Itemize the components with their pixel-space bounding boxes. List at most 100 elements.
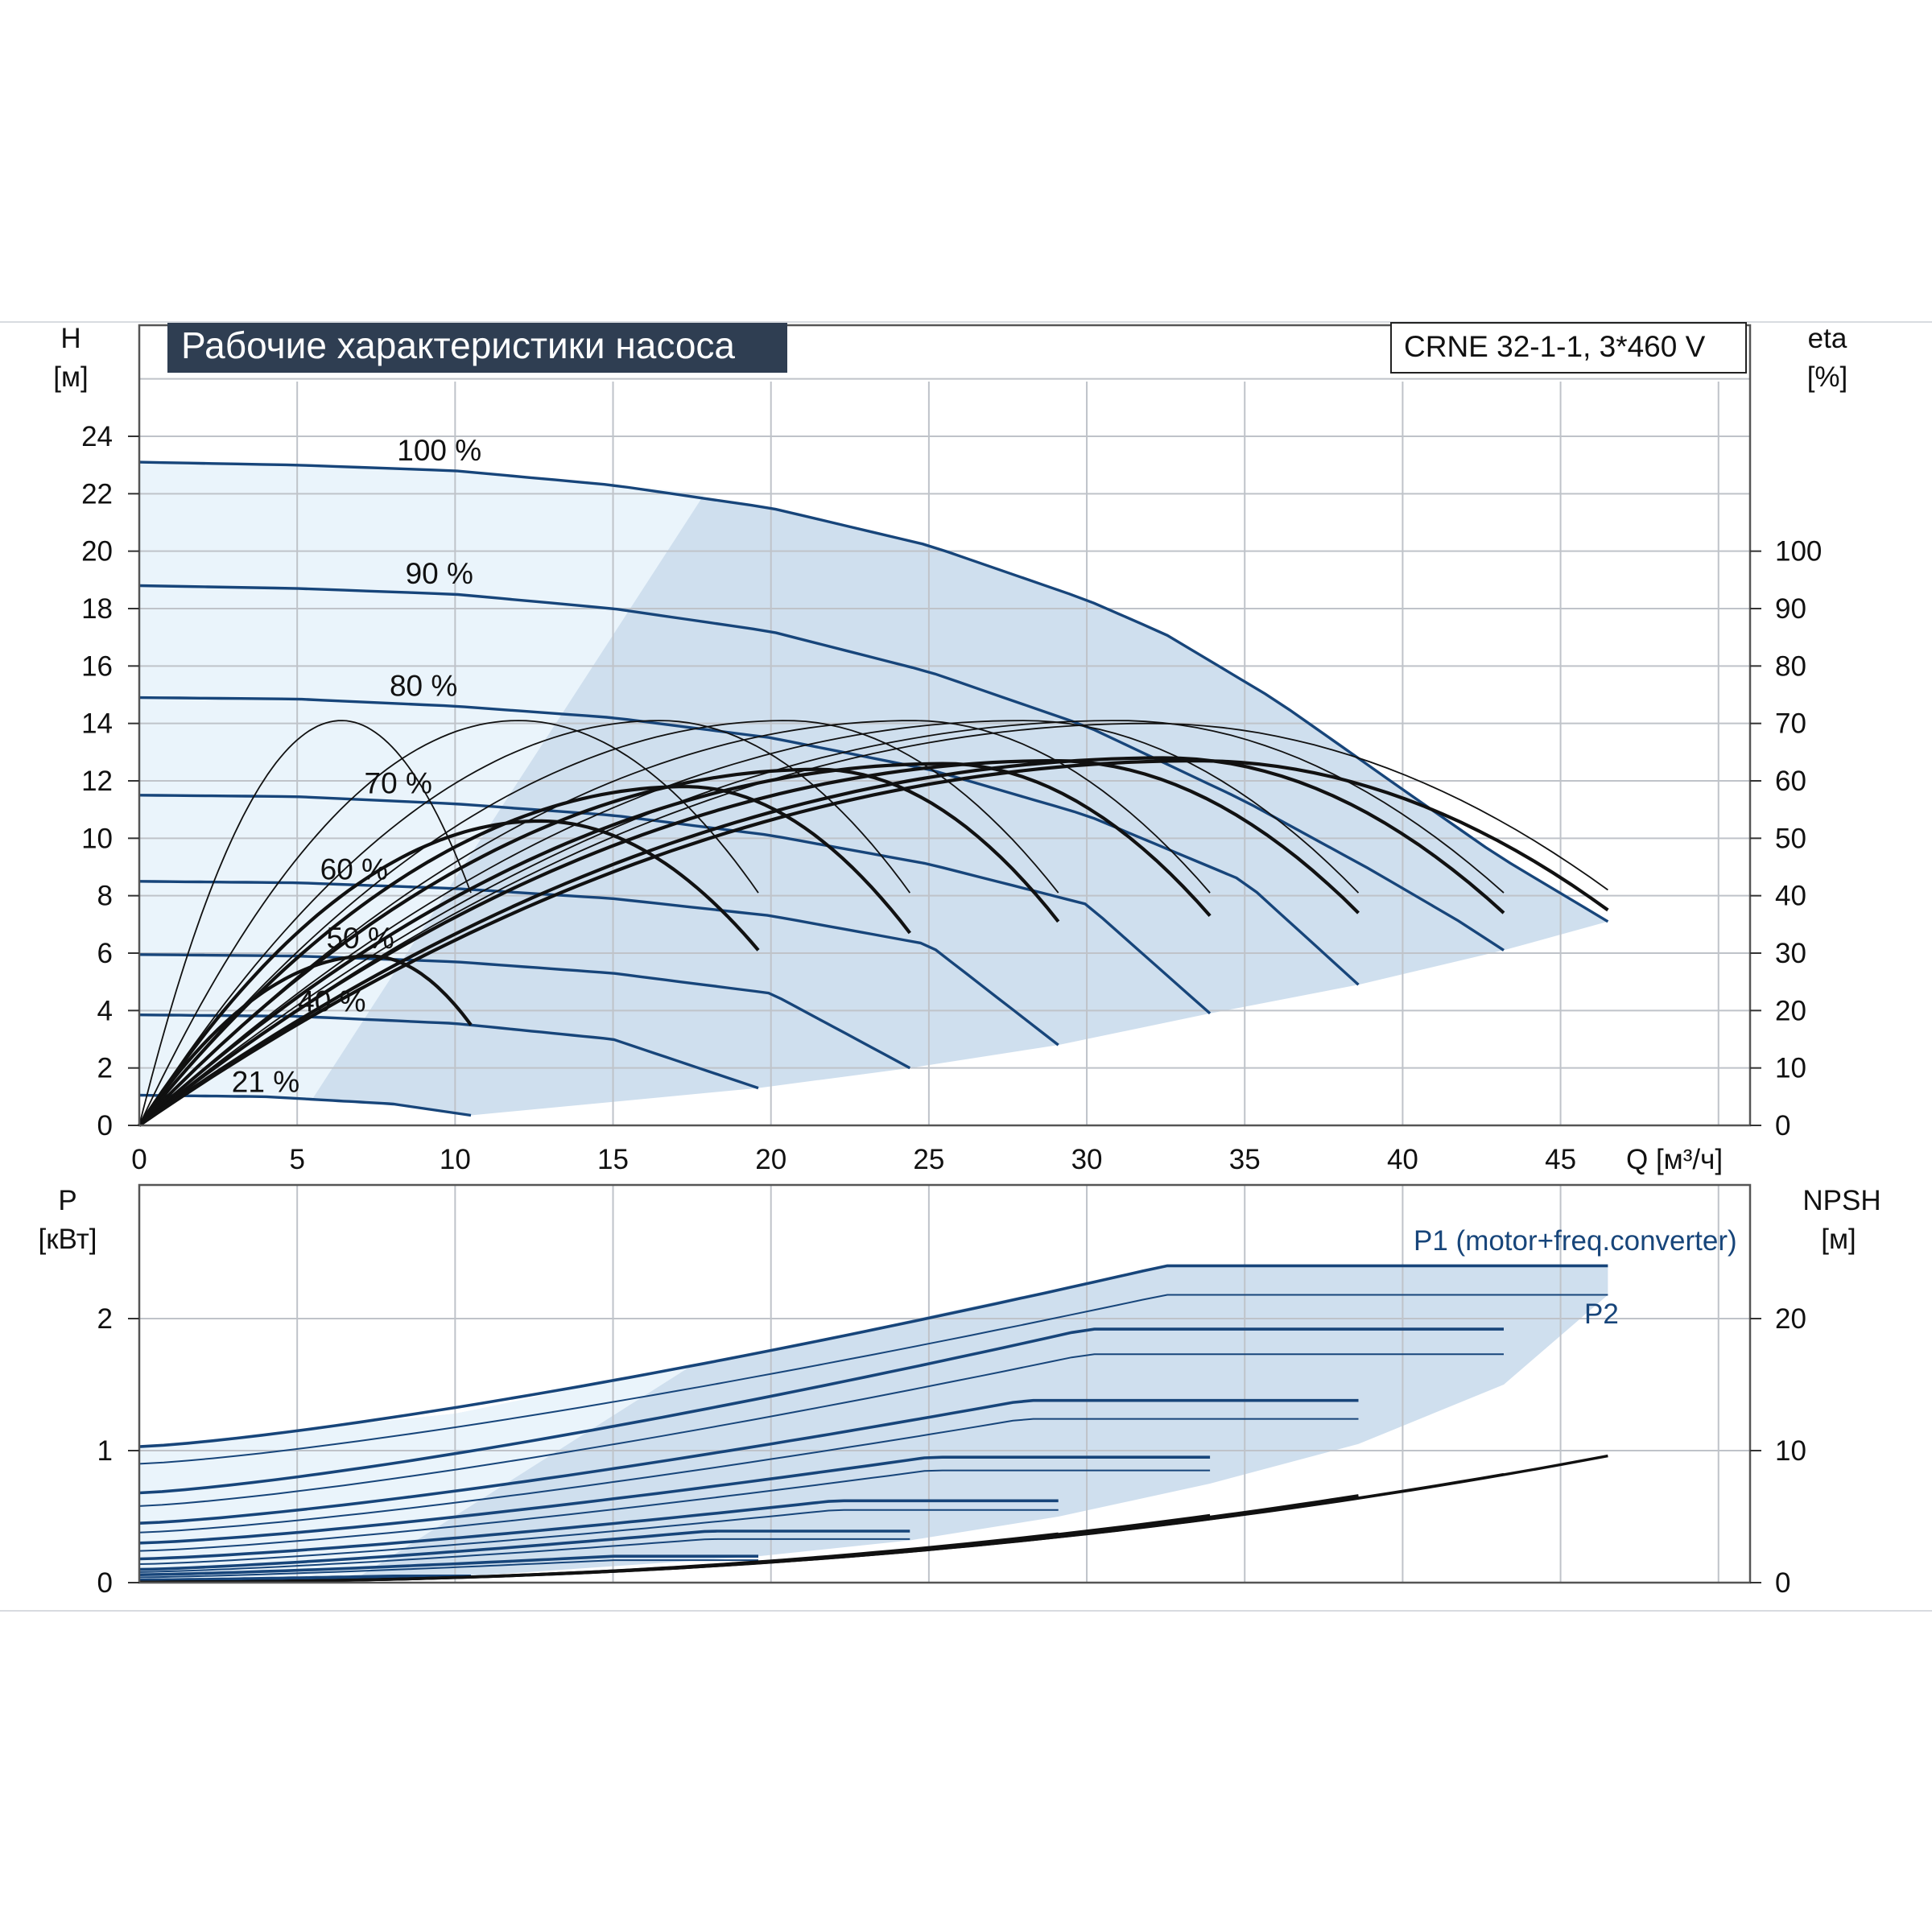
h-tick-label-7: 14 [81, 708, 113, 740]
text-layer: Рабочие характеристики насоса CRNE 32-1-… [39, 322, 1881, 1599]
h-tick-label-8: 16 [81, 650, 113, 682]
q-tick-label-9: 45 [1545, 1144, 1576, 1175]
h-tick-label-2: 4 [97, 995, 113, 1026]
power-range-band [139, 1265, 1608, 1580]
npsh-tick-label-2: 20 [1775, 1303, 1806, 1335]
title-box [167, 323, 787, 373]
p2-curve-5 [138, 1509, 1059, 1565]
p-axis-unit: [кВт] [39, 1224, 97, 1255]
curves-layer [138, 460, 1609, 1583]
eta-tick-label-8: 80 [1775, 650, 1806, 682]
p-tick-label-1: 1 [97, 1435, 113, 1467]
q-tick-label-1: 5 [289, 1144, 304, 1175]
eta-curve-11 [138, 720, 1360, 1126]
p1-curve-7 [138, 1554, 758, 1576]
p1-curve-6 [138, 1530, 910, 1571]
q-tick-label-2: 10 [440, 1144, 471, 1175]
h-tick-label-10: 20 [81, 536, 113, 568]
speed-label-40: 40 % [298, 985, 365, 1018]
eta-tick-label-2: 20 [1775, 995, 1806, 1026]
grid-lines [139, 378, 1750, 1583]
h-tick-label-9: 18 [81, 593, 113, 625]
q-tick-label-3: 15 [597, 1144, 629, 1175]
h-tick-label-1: 2 [97, 1053, 113, 1084]
eta-curve-2 [138, 954, 473, 1127]
h-tick-label-12: 24 [81, 421, 113, 452]
eta-curve-7 [138, 720, 1059, 1126]
p-axis-label: P [58, 1185, 76, 1216]
p1-curve-3 [138, 1398, 1359, 1525]
speed-label-21: 21 % [232, 1066, 299, 1099]
frames-layer [138, 324, 1752, 1584]
speed-label-90: 90 % [406, 557, 473, 590]
eta-tick-label-1: 10 [1775, 1053, 1806, 1084]
chart-title: Рабочие характеристики насоса [181, 324, 735, 366]
h-tick-label-5: 10 [81, 823, 113, 854]
q-tick-label-5: 25 [913, 1144, 944, 1175]
bottom-plot-frame [138, 1183, 1752, 1584]
q-tick-label-7: 35 [1229, 1144, 1261, 1175]
qh-curve-21 [138, 1093, 472, 1117]
h-axis-unit: [м] [53, 361, 89, 393]
p2-curve-4 [138, 1469, 1211, 1552]
p2-curve-2 [138, 1353, 1504, 1507]
eta-tick-label-0: 0 [1775, 1110, 1790, 1141]
eta-axis-unit: [%] [1807, 361, 1848, 393]
npsh-axis-unit: [м] [1821, 1224, 1856, 1255]
q-tick-label-8: 40 [1387, 1144, 1418, 1175]
q-axis-label: Q [м³/ч] [1626, 1144, 1723, 1175]
p2-curve-3 [138, 1418, 1359, 1534]
npsh-tick-label-0: 0 [1775, 1567, 1790, 1599]
p2-curve-1 [138, 1294, 1608, 1465]
legend-p2: P2 [1584, 1298, 1619, 1330]
eta-curve-9 [138, 720, 1211, 1126]
h-tick-label-6: 12 [81, 766, 113, 797]
h-tick-label-0: 0 [97, 1110, 113, 1141]
eta-tick-label-4: 40 [1775, 881, 1806, 912]
qh-curve-100 [138, 460, 1609, 923]
qh-curve-80 [138, 696, 1360, 986]
p-tick-label-0: 0 [97, 1567, 113, 1599]
speed-label-60: 60 % [320, 853, 388, 886]
qh-curve-60 [138, 880, 1059, 1046]
eta-curve-5 [138, 720, 911, 1126]
h-tick-label-11: 22 [81, 478, 113, 510]
qh-curve-50 [138, 953, 911, 1070]
speed-label-50: 50 % [326, 922, 394, 955]
p-tick-label-2: 2 [97, 1303, 113, 1335]
p2-curve-6 [138, 1538, 910, 1573]
h-tick-label-3: 6 [97, 938, 113, 969]
eta-curve-16 [138, 759, 1609, 1127]
eta-curve-1 [138, 720, 472, 1126]
eta-curve-14 [138, 756, 1505, 1127]
p1-curve-5 [138, 1499, 1059, 1561]
legend-p1: P1 (motor+freq.converter) [1414, 1225, 1737, 1257]
top-plot-frame [138, 324, 1752, 1127]
qh-curve-40 [138, 1013, 759, 1090]
eta-tick-label-5: 50 [1775, 823, 1806, 854]
p1-curve-2 [138, 1327, 1504, 1495]
eta-curve-3 [138, 720, 759, 1126]
q-tick-label-4: 20 [755, 1144, 786, 1175]
q-tick-label-6: 30 [1071, 1144, 1103, 1175]
eta-tick-label-7: 70 [1775, 708, 1806, 740]
model-label: CRNE 32-1-1, 3*460 V [1404, 330, 1706, 363]
speed-label-70: 70 % [365, 767, 432, 800]
eta-tick-label-3: 30 [1775, 938, 1806, 969]
q-tick-label-0: 0 [131, 1144, 147, 1175]
eta-curve-13 [138, 720, 1505, 1126]
speed-label-100: 100 % [397, 434, 481, 467]
eta-tick-label-10: 100 [1775, 536, 1822, 568]
npsh-curve-5 [139, 1454, 1608, 1583]
npsh-tick-label-1: 10 [1775, 1435, 1806, 1467]
h-axis-label: H [60, 323, 80, 354]
eta-curve-15 [138, 722, 1608, 1126]
model-box [1390, 322, 1747, 374]
h-tick-label-4: 8 [97, 881, 113, 912]
speed-label-80: 80 % [390, 669, 457, 702]
eta-curve-6 [138, 785, 911, 1127]
p1-curve-8 [139, 1575, 471, 1582]
eta-tick-label-9: 90 [1775, 593, 1806, 625]
power-light-band [139, 1363, 696, 1580]
